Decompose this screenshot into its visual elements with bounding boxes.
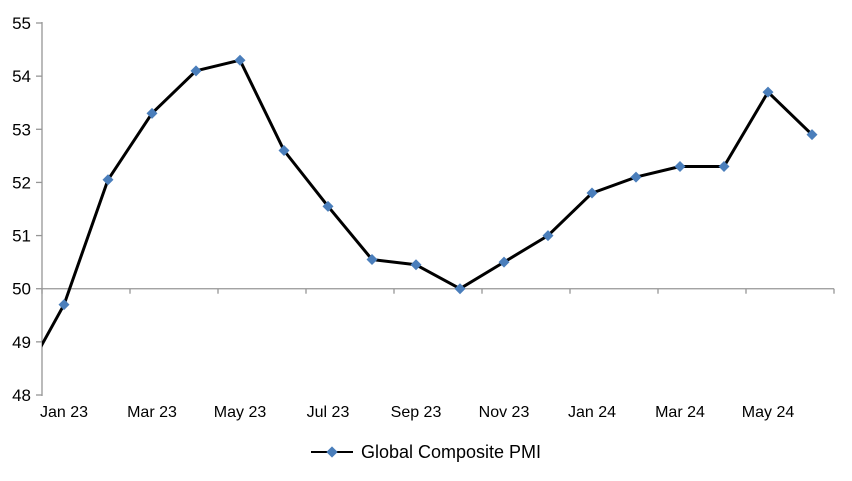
data-point-marker: [58, 299, 70, 311]
y-tick-label: 55: [12, 14, 31, 33]
y-tick-label: 54: [12, 67, 31, 86]
x-tick-label: May 23: [214, 404, 267, 421]
legend-line-icon: [310, 446, 353, 458]
data-point-marker: [498, 256, 510, 268]
data-point-marker: [630, 171, 642, 183]
x-tick-label: Jan 23: [40, 404, 88, 421]
x-tick-label: May 24: [742, 404, 795, 421]
data-point-marker: [542, 230, 554, 242]
legend-diamond-icon: [326, 446, 338, 458]
y-tick-label: 48: [12, 386, 31, 405]
data-point-marker: [234, 54, 246, 66]
y-tick-label: 50: [12, 280, 31, 299]
data-point-marker: [586, 187, 598, 199]
x-tick-label: Sep 23: [391, 404, 442, 421]
legend: Global Composite PMI: [0, 443, 852, 461]
x-tick-label: Jan 24: [568, 404, 616, 421]
data-point-marker: [102, 174, 114, 186]
data-point-marker: [674, 160, 686, 172]
y-tick-label: 49: [12, 333, 31, 352]
y-tick-label: 51: [12, 227, 31, 246]
data-point-marker: [322, 200, 334, 212]
data-point-marker: [278, 145, 290, 157]
data-point-marker: [718, 160, 730, 172]
data-point-marker: [762, 86, 774, 98]
data-point-marker: [806, 129, 818, 141]
x-tick-label: Nov 23: [479, 404, 530, 421]
x-tick-label: Mar 24: [655, 404, 705, 421]
x-tick-label: Mar 23: [127, 404, 177, 421]
y-tick-label: 52: [12, 173, 31, 192]
data-point-marker: [146, 107, 158, 119]
legend-label: Global Composite PMI: [360, 442, 542, 462]
data-point-marker: [190, 65, 202, 77]
data-point-marker: [410, 259, 422, 271]
y-tick-label: 53: [12, 120, 31, 139]
x-tick-label: Jul 23: [307, 404, 350, 421]
data-point-marker: [366, 253, 378, 265]
pmi-series-line: [42, 58, 814, 348]
data-point-marker: [454, 283, 466, 295]
